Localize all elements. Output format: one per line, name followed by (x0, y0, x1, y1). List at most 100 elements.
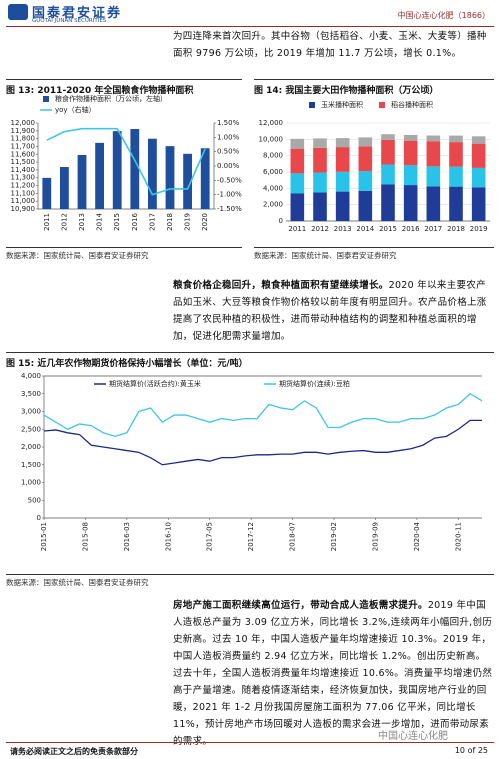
y-tick-label: 11,300 (11, 174, 36, 182)
y-tick-label: 3,500 (21, 390, 41, 398)
bar-segment (403, 140, 418, 166)
x-tick-label: 2015-01 (40, 522, 48, 551)
legend-swatch (43, 96, 49, 102)
y2-tick-label: -1.00% (217, 191, 242, 199)
y-tick-label: 12,000 (11, 119, 36, 127)
bar (77, 154, 87, 209)
bar-segment (381, 184, 395, 221)
line (43, 392, 483, 438)
y-tick-label: 11,100 (11, 189, 36, 197)
y2-tick-label: -1.50% (217, 205, 242, 213)
x-tick-label: 2014 (96, 212, 104, 230)
x-tick-label: 2019 (470, 225, 488, 233)
x-tick-label: 2011 (43, 213, 51, 231)
footer-rule (6, 742, 494, 743)
x-tick-label: 2019-02 (330, 522, 338, 551)
bar-segment (449, 186, 463, 221)
paragraph: 房地产施工面积继续高位运行，带动合成人造板需求提升。2019 年中国人造板总产量… (173, 597, 493, 750)
x-tick-label: 2015-08 (81, 522, 89, 551)
bar (42, 177, 52, 209)
bar (200, 148, 210, 209)
page-number: 10 of 25 (454, 746, 488, 755)
source: 数据来源：国家统计局、国泰君安证券研究 (6, 247, 242, 261)
y-tick-label: 11,700 (11, 142, 36, 150)
y-tick-label: 11,400 (11, 166, 36, 174)
legend-swatch (309, 102, 315, 108)
legend-label: 期货结算价(连续):豆粕 (279, 379, 350, 388)
legend-swatch (379, 102, 385, 108)
x-tick-label: 2015 (379, 225, 397, 233)
lead: 房地产施工面积继续高位运行，带动合成人造板需求提升。 (173, 600, 428, 611)
watermark: 中国心连心化肥 (378, 731, 448, 742)
bar-segment (449, 142, 463, 167)
logo: 国泰君安证券 (32, 6, 123, 21)
bar-segment (403, 134, 418, 141)
bar-segment (335, 171, 350, 192)
y2-tick-label: -0.50% (217, 176, 242, 184)
bar-segment (471, 167, 486, 188)
bar (148, 138, 157, 209)
bar-segment (426, 166, 441, 187)
source: 数据来源：国家统计局、国泰君安证券研究 (254, 247, 494, 261)
y-tick-label: 11,800 (11, 135, 36, 143)
bar-segment (335, 191, 350, 221)
x-tick-label: 2016 (131, 212, 139, 230)
x-tick-label: 2020-11 (454, 522, 462, 551)
bar-segment (471, 143, 486, 168)
y-tick-label: 2,000 (21, 443, 41, 451)
bar-segment (358, 171, 373, 191)
bar-segment (313, 147, 327, 173)
x-tick-label: 2018 (447, 225, 465, 233)
bar (60, 167, 69, 209)
y-tick-label: 11,200 (11, 182, 36, 190)
chart: 0 500 1,000 1,500 2,000 2,500 3,000 3,500 4,000 2… (21, 372, 483, 551)
bar-segment (335, 138, 350, 148)
bar-segment (290, 148, 305, 174)
y-tick-label: 6,000 (263, 168, 283, 176)
bar-segment (290, 173, 305, 194)
x-tick-label: 2018 (166, 213, 174, 231)
bar-segment (471, 187, 486, 221)
logo-icon (8, 4, 28, 20)
x-tick-label: 2013 (78, 213, 86, 231)
bar-segment (290, 138, 305, 149)
bar-segment (426, 141, 441, 167)
y-tick-label: 1,000 (21, 479, 41, 487)
bar (95, 142, 104, 209)
paragraph: 粮食价格企稳回升，粮食种植面积有望继续增长。2020 年以来主要农产品如玉米、大… (173, 277, 493, 345)
y-tick-label: 10,900 (11, 205, 36, 213)
figure-title: 图 14: 我国主要大田作物播种面积（万公顷） (254, 79, 494, 96)
y-tick-label: 3,000 (21, 408, 41, 416)
y-tick-label: 12,000 (259, 119, 284, 127)
x-tick-label: 2020-04 (413, 521, 421, 551)
y-tick-label: 500 (28, 496, 41, 504)
text: 2020 年以来主要农产品如玉米、大豆等粮食作物价格较以前年度有明显回升。农产品… (173, 280, 487, 342)
x-tick-label: 2016 (402, 225, 420, 233)
bar-segment (313, 138, 327, 148)
bar-segment (358, 190, 373, 221)
bar-segment (426, 186, 441, 221)
x-tick-label: 2012 (60, 213, 68, 231)
bar-segment (358, 137, 373, 147)
y-tick-label: 0 (279, 217, 283, 225)
bar-segment (403, 185, 418, 221)
bar-segment (426, 135, 441, 142)
header-rule (6, 26, 494, 27)
x-tick-label: 2015 (113, 213, 121, 231)
figure-title: 图 13: 2011-2020 年全国粮食作物播种面积 (6, 79, 242, 96)
x-tick-label: 2017-12 (247, 522, 255, 551)
x-tick-label: 2014 (356, 225, 374, 233)
line (46, 127, 206, 196)
y-tick-label: 11,500 (11, 158, 36, 166)
y-tick-label: 11,600 (11, 150, 36, 158)
logo-en: GUOTAI JUNAN SECURITIES (32, 18, 107, 24)
bar-segment (381, 139, 395, 165)
y-tick-label: 11,000 (11, 197, 36, 205)
x-tick-label: 2017-05 (206, 522, 214, 551)
y-tick-label: 4,000 (263, 184, 283, 192)
bar-segment (381, 164, 395, 185)
bar (183, 153, 192, 209)
x-tick-label: 2017 (148, 213, 156, 231)
lead: 粮食价格企稳回升，粮食种植面积有望继续增长。 (173, 280, 389, 291)
legend-label: yoy（右轴） (55, 105, 96, 114)
